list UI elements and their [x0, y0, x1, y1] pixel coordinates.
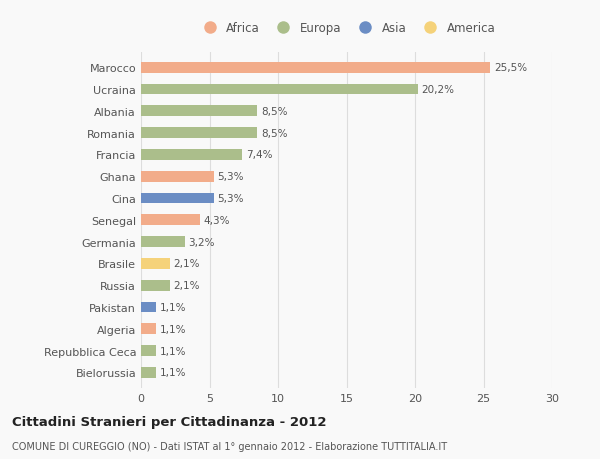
Bar	[141, 258, 170, 269]
Text: 25,5%: 25,5%	[494, 63, 527, 73]
Bar	[141, 367, 156, 378]
Bar	[141, 280, 170, 291]
Bar	[141, 324, 156, 335]
Bar	[141, 215, 200, 226]
Legend: Africa, Europa, Asia, America: Africa, Europa, Asia, America	[198, 22, 495, 35]
Bar	[141, 84, 418, 95]
Bar	[141, 302, 156, 313]
Text: 1,1%: 1,1%	[160, 324, 186, 334]
Bar	[141, 171, 214, 182]
Text: 3,2%: 3,2%	[188, 237, 215, 247]
Text: 1,1%: 1,1%	[160, 302, 186, 312]
Text: Cittadini Stranieri per Cittadinanza - 2012: Cittadini Stranieri per Cittadinanza - 2…	[12, 415, 326, 428]
Text: 1,1%: 1,1%	[160, 346, 186, 356]
Text: COMUNE DI CUREGGIO (NO) - Dati ISTAT al 1° gennaio 2012 - Elaborazione TUTTITALI: COMUNE DI CUREGGIO (NO) - Dati ISTAT al …	[12, 441, 447, 451]
Text: 5,3%: 5,3%	[217, 172, 244, 182]
Text: 1,1%: 1,1%	[160, 368, 186, 378]
Bar	[141, 106, 257, 117]
Text: 4,3%: 4,3%	[203, 215, 230, 225]
Bar	[141, 237, 185, 247]
Bar	[141, 128, 257, 139]
Bar	[141, 62, 490, 73]
Text: 7,4%: 7,4%	[246, 150, 272, 160]
Text: 20,2%: 20,2%	[421, 85, 454, 95]
Text: 2,1%: 2,1%	[173, 259, 200, 269]
Bar	[141, 193, 214, 204]
Bar	[141, 150, 242, 161]
Text: 8,5%: 8,5%	[261, 106, 287, 117]
Text: 5,3%: 5,3%	[217, 194, 244, 203]
Bar	[141, 346, 156, 356]
Text: 2,1%: 2,1%	[173, 280, 200, 291]
Text: 8,5%: 8,5%	[261, 129, 287, 138]
